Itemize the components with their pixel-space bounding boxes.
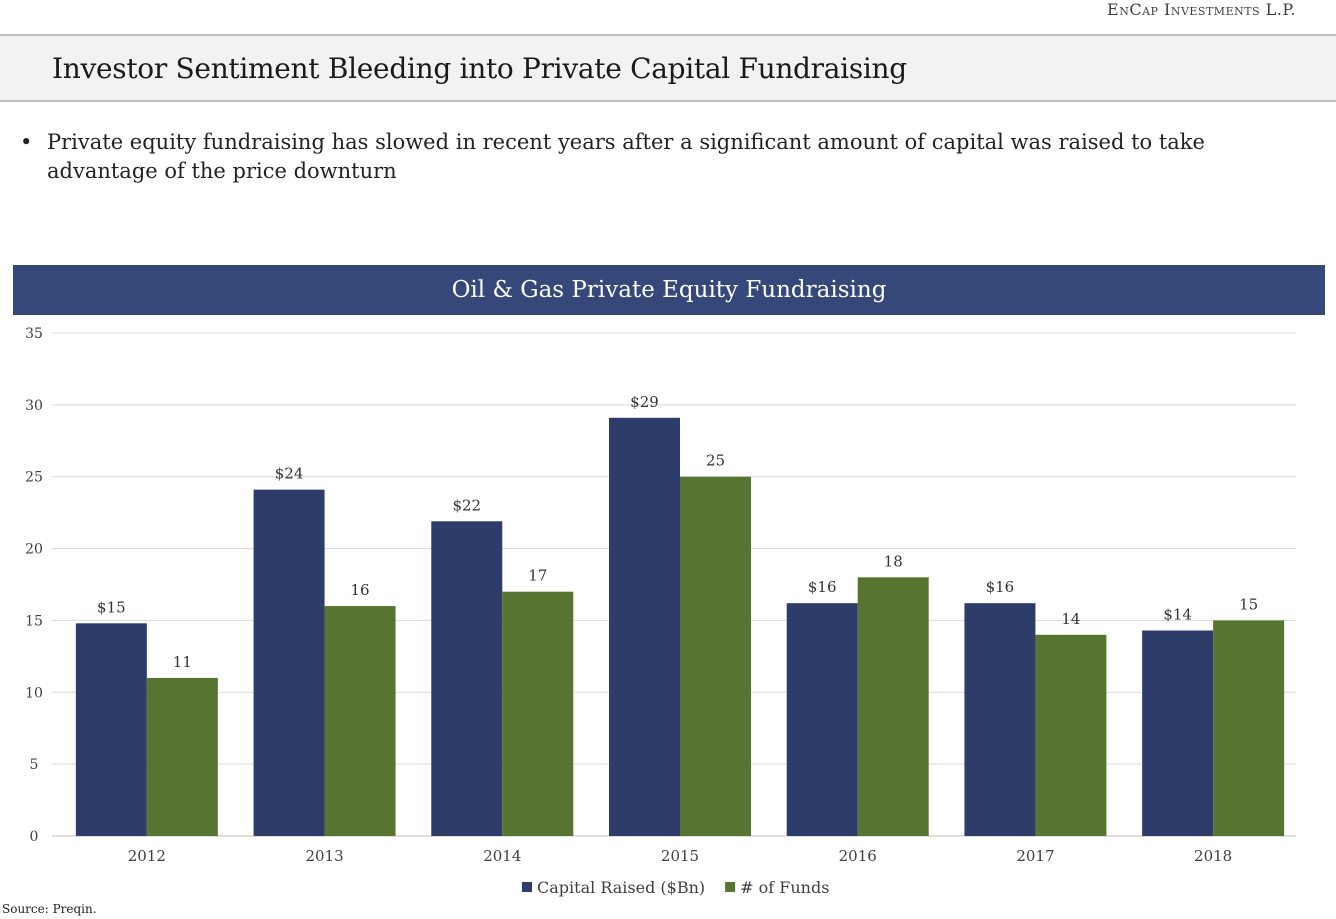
bar-chart: 0 5 10 15 20 25 30 35 $15 11 2012 $24 16 2013 $22 17 201… xyxy=(25,326,1296,897)
bullet-point: • Private equity fundraising has slowed … xyxy=(20,128,1310,186)
y-tick-label: 15 xyxy=(25,613,43,629)
x-tick-label: 2012 xyxy=(128,847,166,865)
data-label: 17 xyxy=(528,567,547,585)
bullet-dot-icon: • xyxy=(20,130,33,154)
bar-capital-raised xyxy=(75,623,147,836)
data-label: $16 xyxy=(808,578,837,596)
x-tick-label: 2018 xyxy=(1194,847,1232,865)
y-tick-label: 25 xyxy=(25,470,43,486)
title-band: Investor Sentiment Bleeding into Private… xyxy=(0,34,1336,102)
legend-swatch-num-funds xyxy=(725,882,736,892)
bar-capital-raised xyxy=(964,603,1036,836)
data-label: 25 xyxy=(706,452,725,470)
data-label: $24 xyxy=(275,465,304,483)
legend-label: # of Funds xyxy=(740,878,829,897)
x-tick-label: 2014 xyxy=(483,847,521,865)
bar-num-funds xyxy=(324,606,396,836)
legend-swatch-capital-raised xyxy=(522,882,532,892)
bar-num-funds xyxy=(146,677,218,836)
bar-capital-raised xyxy=(609,417,680,836)
bar-num-funds xyxy=(502,591,574,836)
legend-label: Capital Raised ($Bn) xyxy=(537,878,705,897)
bar-num-funds xyxy=(857,577,929,836)
source-note: Source: Preqin. xyxy=(2,902,97,916)
data-label: 11 xyxy=(173,653,192,671)
bullet-text: Private equity fundraising has slowed in… xyxy=(47,130,1205,183)
x-tick-label: 2016 xyxy=(839,847,877,865)
chart-title: Oil & Gas Private Equity Fundraising xyxy=(13,265,1325,315)
y-tick-label: 20 xyxy=(25,542,43,558)
data-label: 15 xyxy=(1239,595,1258,613)
data-label: $15 xyxy=(97,598,126,616)
bar-capital-raised xyxy=(1142,630,1214,836)
bar-num-funds xyxy=(680,476,751,836)
bar-capital-raised xyxy=(431,521,503,836)
bar-num-funds xyxy=(1213,620,1285,836)
x-tick-label: 2013 xyxy=(305,847,343,865)
logo-text: EnCap Investments L.P. xyxy=(1107,0,1296,19)
bar-capital-raised xyxy=(786,603,858,836)
bar-capital-raised xyxy=(253,489,325,836)
data-label: 16 xyxy=(351,581,370,599)
data-label: $29 xyxy=(630,393,659,411)
data-label: $22 xyxy=(452,496,481,514)
data-label: 14 xyxy=(1061,610,1080,628)
bar-num-funds xyxy=(1035,634,1107,836)
y-tick-label: 10 xyxy=(25,685,43,701)
y-tick-label: 0 xyxy=(30,829,39,845)
x-tick-label: 2015 xyxy=(661,847,699,865)
company-logo: EnCap Investments L.P. xyxy=(1107,0,1296,20)
y-tick-label: 35 xyxy=(25,326,43,342)
y-tick-label: 30 xyxy=(25,398,43,414)
data-label: $16 xyxy=(986,578,1015,596)
data-label: $14 xyxy=(1163,605,1192,623)
page-title: Investor Sentiment Bleeding into Private… xyxy=(52,52,907,85)
x-tick-label: 2017 xyxy=(1016,847,1054,865)
data-label: 18 xyxy=(884,552,903,570)
y-tick-label: 5 xyxy=(30,757,39,773)
